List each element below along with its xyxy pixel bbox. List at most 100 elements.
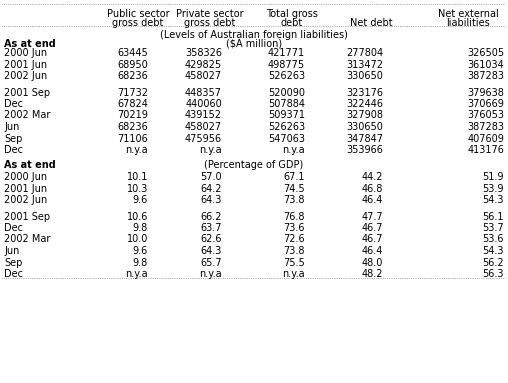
Text: 54.3: 54.3: [483, 246, 504, 256]
Text: 370669: 370669: [467, 99, 504, 109]
Text: 73.8: 73.8: [283, 195, 305, 205]
Text: 57.0: 57.0: [200, 172, 222, 182]
Text: 421771: 421771: [268, 48, 305, 58]
Text: 70219: 70219: [117, 111, 148, 121]
Text: n.y.a: n.y.a: [282, 145, 305, 155]
Text: Public sector: Public sector: [107, 9, 169, 19]
Text: 9.6: 9.6: [133, 246, 148, 256]
Text: 46.4: 46.4: [362, 195, 383, 205]
Text: 66.2: 66.2: [201, 211, 222, 221]
Text: 10.0: 10.0: [126, 234, 148, 244]
Text: 2002 Jun: 2002 Jun: [4, 71, 47, 81]
Text: 67.1: 67.1: [283, 172, 305, 182]
Text: Sep: Sep: [4, 257, 22, 267]
Text: 277804: 277804: [346, 48, 383, 58]
Text: 51.9: 51.9: [483, 172, 504, 182]
Text: 322446: 322446: [346, 99, 383, 109]
Text: 413176: 413176: [467, 145, 504, 155]
Text: Dec: Dec: [4, 145, 23, 155]
Text: Dec: Dec: [4, 223, 23, 233]
Text: 2001 Jun: 2001 Jun: [4, 59, 47, 69]
Text: 379638: 379638: [467, 87, 504, 98]
Text: 56.3: 56.3: [483, 269, 504, 279]
Text: As at end: As at end: [4, 160, 56, 170]
Text: 458027: 458027: [185, 71, 222, 81]
Text: Net external: Net external: [437, 9, 498, 19]
Text: 475956: 475956: [185, 134, 222, 144]
Text: 526263: 526263: [268, 71, 305, 81]
Text: 507884: 507884: [268, 99, 305, 109]
Text: 75.5: 75.5: [283, 257, 305, 267]
Text: Private sector: Private sector: [176, 9, 244, 19]
Text: 53.6: 53.6: [483, 234, 504, 244]
Text: 64.2: 64.2: [201, 183, 222, 193]
Text: 68950: 68950: [117, 59, 148, 69]
Text: 327908: 327908: [346, 111, 383, 121]
Text: 526263: 526263: [268, 122, 305, 132]
Text: 9.8: 9.8: [133, 223, 148, 233]
Text: n.y.a: n.y.a: [125, 269, 148, 279]
Text: 53.7: 53.7: [483, 223, 504, 233]
Text: 520090: 520090: [268, 87, 305, 98]
Text: 71732: 71732: [117, 87, 148, 98]
Text: 68236: 68236: [117, 122, 148, 132]
Text: liabilities: liabilities: [446, 18, 490, 28]
Text: 10.1: 10.1: [126, 172, 148, 182]
Text: 10.6: 10.6: [126, 211, 148, 221]
Text: 68236: 68236: [117, 71, 148, 81]
Text: 46.7: 46.7: [362, 234, 383, 244]
Text: 46.8: 46.8: [362, 183, 383, 193]
Text: 46.4: 46.4: [362, 246, 383, 256]
Text: gross debt: gross debt: [112, 18, 164, 28]
Text: 330650: 330650: [346, 71, 383, 81]
Text: 9.8: 9.8: [133, 257, 148, 267]
Text: 2002 Mar: 2002 Mar: [4, 111, 50, 121]
Text: Sep: Sep: [4, 134, 22, 144]
Text: 458027: 458027: [185, 122, 222, 132]
Text: 387283: 387283: [467, 122, 504, 132]
Text: Net debt: Net debt: [350, 18, 392, 28]
Text: 46.7: 46.7: [362, 223, 383, 233]
Text: Dec: Dec: [4, 269, 23, 279]
Text: 44.2: 44.2: [362, 172, 383, 182]
Text: 67824: 67824: [117, 99, 148, 109]
Text: 313472: 313472: [346, 59, 383, 69]
Text: 63.7: 63.7: [201, 223, 222, 233]
Text: 509371: 509371: [268, 111, 305, 121]
Text: Dec: Dec: [4, 99, 23, 109]
Text: 54.3: 54.3: [483, 195, 504, 205]
Text: 2001 Sep: 2001 Sep: [4, 87, 50, 98]
Text: 56.2: 56.2: [483, 257, 504, 267]
Text: 2002 Mar: 2002 Mar: [4, 234, 50, 244]
Text: 62.6: 62.6: [201, 234, 222, 244]
Text: (Percentage of GDP): (Percentage of GDP): [204, 160, 304, 170]
Text: 63445: 63445: [117, 48, 148, 58]
Text: 64.3: 64.3: [201, 246, 222, 256]
Text: n.y.a: n.y.a: [199, 145, 222, 155]
Text: 330650: 330650: [346, 122, 383, 132]
Text: 2001 Jun: 2001 Jun: [4, 183, 47, 193]
Text: 347847: 347847: [346, 134, 383, 144]
Text: n.y.a: n.y.a: [125, 145, 148, 155]
Text: 326505: 326505: [467, 48, 504, 58]
Text: 56.1: 56.1: [483, 211, 504, 221]
Text: Jun: Jun: [4, 122, 19, 132]
Text: 440060: 440060: [185, 99, 222, 109]
Text: 498775: 498775: [268, 59, 305, 69]
Text: 73.8: 73.8: [283, 246, 305, 256]
Text: n.y.a: n.y.a: [199, 269, 222, 279]
Text: 358326: 358326: [185, 48, 222, 58]
Text: 323176: 323176: [346, 87, 383, 98]
Text: 376053: 376053: [467, 111, 504, 121]
Text: 2002 Jun: 2002 Jun: [4, 195, 47, 205]
Text: 2000 Jun: 2000 Jun: [4, 172, 47, 182]
Text: 429825: 429825: [185, 59, 222, 69]
Text: As at end: As at end: [4, 39, 56, 49]
Text: 2001 Sep: 2001 Sep: [4, 211, 50, 221]
Text: 387283: 387283: [467, 71, 504, 81]
Text: 439152: 439152: [185, 111, 222, 121]
Text: 65.7: 65.7: [200, 257, 222, 267]
Text: 73.6: 73.6: [283, 223, 305, 233]
Text: 9.6: 9.6: [133, 195, 148, 205]
Text: Total gross: Total gross: [266, 9, 318, 19]
